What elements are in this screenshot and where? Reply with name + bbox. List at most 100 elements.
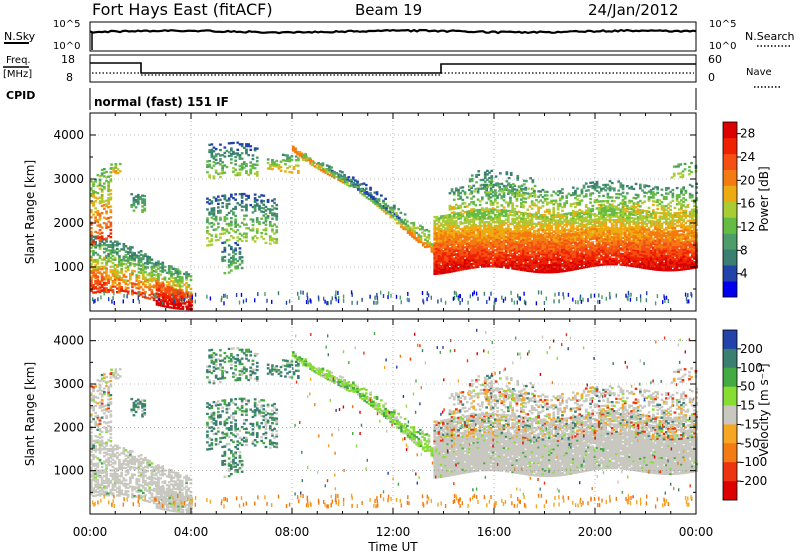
power-cell: [110, 167, 113, 170]
power-cell: [606, 239, 610, 243]
power-cell: [294, 147, 297, 150]
power-cell: [524, 256, 527, 259]
power-cell: [513, 235, 517, 238]
power-cell: [214, 199, 218, 202]
power-cell: [567, 242, 571, 245]
power-cell: [654, 266, 657, 269]
power-cell: [122, 243, 126, 246]
power-cell: [439, 255, 443, 259]
power-cell: [435, 245, 439, 248]
power-cell: [524, 251, 527, 254]
power-cell: [686, 244, 690, 247]
power-cell: [539, 247, 543, 250]
power-cell: [135, 274, 139, 277]
power-cell: [442, 236, 445, 239]
power-cell: [634, 249, 638, 252]
power-cell: [610, 252, 614, 255]
power-cell: [442, 224, 445, 227]
power-cell: [652, 257, 655, 260]
power-cell: [150, 278, 154, 281]
power-cell: [556, 265, 560, 268]
power-cell: [255, 163, 259, 166]
power-cell: [365, 190, 369, 194]
power-cell: [137, 262, 141, 265]
power-cell: [137, 276, 141, 279]
power-cell: [533, 241, 536, 244]
power-cell: [520, 248, 523, 252]
power-cell: [535, 249, 538, 252]
power-cell: [565, 246, 569, 249]
power-cell: [187, 285, 191, 289]
power-cell: [662, 240, 666, 243]
power-cell: [459, 250, 463, 253]
power-cell: [448, 256, 452, 259]
power-cell: [442, 244, 445, 248]
power-cell: [491, 212, 495, 215]
power-cell: [678, 236, 681, 239]
power-cell: [297, 171, 300, 174]
power-cell: [517, 266, 521, 269]
power-cell: [634, 240, 638, 243]
power-cell: [688, 260, 692, 263]
power-cell: [576, 255, 579, 258]
power-cell: [686, 262, 690, 265]
power-cell: [183, 295, 187, 298]
power-cell: [268, 164, 272, 167]
power-cell: [157, 264, 160, 267]
power-cell: [446, 271, 450, 274]
power-cell: [400, 224, 403, 227]
power-cell: [649, 242, 653, 245]
power-cell: [574, 242, 577, 246]
power-cell: [232, 251, 235, 254]
power-cell: [384, 203, 387, 206]
power-cell: [230, 246, 233, 249]
power-cell: [517, 239, 521, 242]
power-cell: [109, 210, 113, 214]
power-cell: [632, 247, 636, 250]
power-cell: [695, 253, 698, 256]
power-cell: [433, 216, 437, 219]
power-cell: [455, 247, 458, 251]
power-cell: [463, 237, 467, 240]
power-cell: [155, 303, 159, 306]
power-cell: [658, 240, 662, 243]
power-cell: [240, 234, 244, 237]
power-cell: [258, 208, 261, 211]
power-cell: [673, 236, 677, 239]
power-cell: [457, 217, 460, 220]
power-cell: [437, 250, 441, 254]
power-cell: [221, 258, 224, 261]
power-cell: [309, 162, 312, 165]
power-cell: [450, 239, 454, 242]
power-cell: [489, 241, 493, 245]
power-cell: [606, 263, 610, 266]
power-cell: [448, 258, 452, 261]
power-cell: [425, 228, 429, 232]
power-cell: [675, 259, 679, 263]
power-cell: [227, 151, 231, 154]
power-cell: [610, 261, 614, 264]
power-cell: [654, 241, 657, 244]
power-cell: [513, 256, 517, 260]
power-cell: [589, 247, 592, 250]
power-cell: [507, 248, 510, 251]
power-cell: [569, 247, 573, 250]
power-cell: [98, 225, 102, 228]
power-cell: [662, 242, 666, 245]
power-cell: [154, 268, 158, 272]
power-cell: [178, 279, 182, 282]
power-cell: [552, 256, 556, 259]
power-cell: [563, 248, 566, 251]
power-cell: [419, 237, 423, 240]
power-cell: [615, 236, 618, 239]
power-cell: [157, 294, 161, 298]
power-cell: [249, 164, 253, 168]
power-cell: [98, 216, 102, 219]
power-cell: [448, 221, 452, 224]
power-cell: [227, 266, 231, 269]
power-cell: [639, 242, 642, 245]
power-cell: [271, 164, 274, 167]
power-cell: [459, 247, 463, 250]
power-cell: [406, 228, 410, 231]
power-cell: [602, 227, 605, 230]
